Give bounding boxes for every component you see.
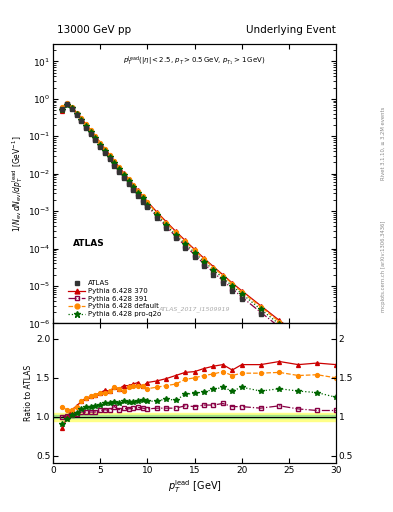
Bar: [53, 415, 336, 418]
Y-axis label: Ratio to ATLAS: Ratio to ATLAS: [24, 366, 33, 421]
Text: ATLAS: ATLAS: [73, 240, 105, 248]
Text: ATLAS_2017_I1509919: ATLAS_2017_I1509919: [159, 307, 230, 312]
Text: Underlying Event: Underlying Event: [246, 25, 336, 35]
Text: Rivet 3.1.10, ≥ 3.2M events: Rivet 3.1.10, ≥ 3.2M events: [381, 106, 386, 180]
Y-axis label: $1/N_{\rm ev}\,dN_{\rm ev}/dp_T^{\rm lead}$ [GeV$^{-1}$]: $1/N_{\rm ev}\,dN_{\rm ev}/dp_T^{\rm lea…: [10, 135, 25, 231]
Legend: ATLAS, Pythia 6.428 370, Pythia 6.428 391, Pythia 6.428 default, Pythia 6.428 pr: ATLAS, Pythia 6.428 370, Pythia 6.428 39…: [68, 280, 161, 317]
Text: 13000 GeV pp: 13000 GeV pp: [57, 25, 131, 35]
Bar: [53, 413, 336, 420]
Text: $p_T^{\rm lead}(|\eta| < 2.5,\,p_T > 0.5\,{\rm GeV},\,p_{T_1} > 1\,{\rm GeV})$: $p_T^{\rm lead}(|\eta| < 2.5,\,p_T > 0.5…: [123, 55, 266, 68]
X-axis label: $p_T^{\rm lead}$ [GeV]: $p_T^{\rm lead}$ [GeV]: [168, 478, 221, 495]
Text: mcplots.cern.ch [arXiv:1306.3436]: mcplots.cern.ch [arXiv:1306.3436]: [381, 221, 386, 312]
